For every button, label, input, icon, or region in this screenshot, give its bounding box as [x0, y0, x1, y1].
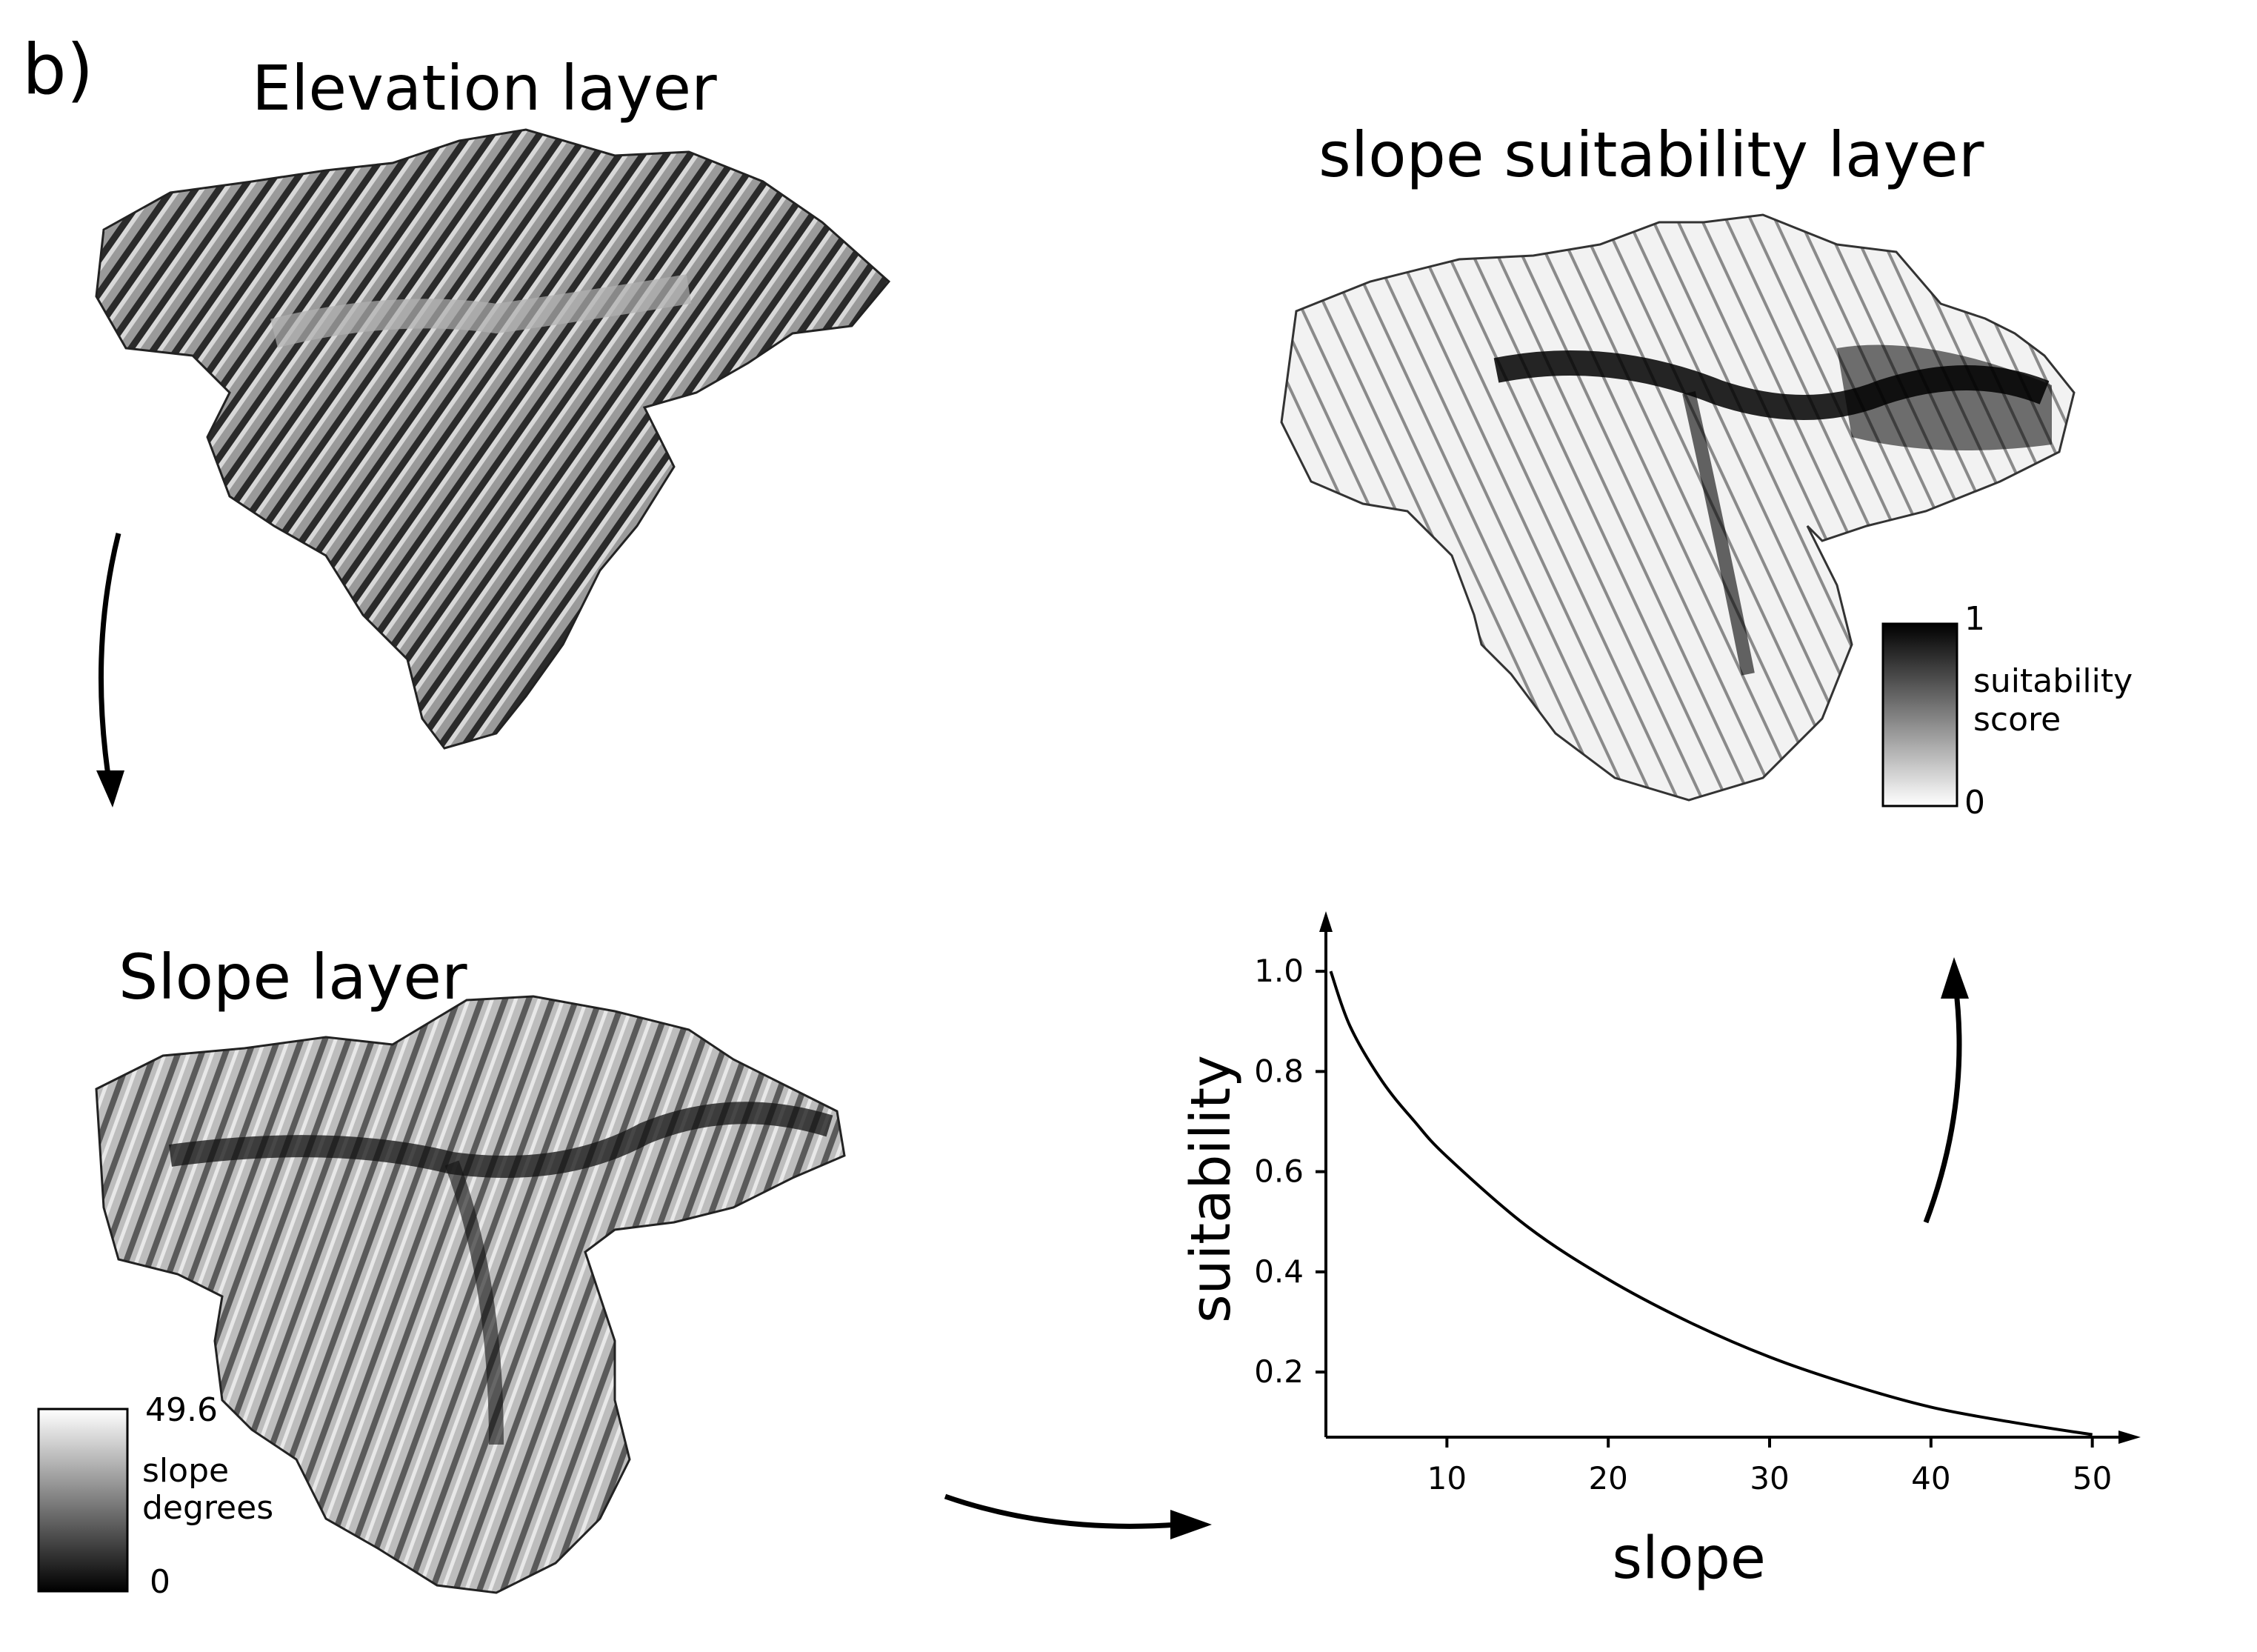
y-tick-label: 0.6 — [1254, 1153, 1304, 1190]
x-tick-label: 20 — [1588, 1460, 1627, 1496]
slope-legend-colorbar — [37, 1408, 129, 1593]
x-tick-label: 50 — [2073, 1460, 2112, 1496]
y-axis-label: suitability — [1179, 1055, 1243, 1323]
arrow-down — [96, 533, 124, 807]
chart-ticks: 10 20 30 40 50 0.2 0.4 0.6 0.8 1.0 — [1254, 953, 2112, 1496]
y-tick-label: 0.8 — [1254, 1053, 1304, 1089]
slope-map — [95, 995, 846, 1594]
slope-legend-min: 0 — [150, 1563, 170, 1601]
suitability-map — [1280, 213, 2076, 802]
suitability-legend-label-1: suitability — [1973, 662, 2133, 700]
slope-title: Slope layer — [119, 941, 467, 1013]
suitability-legend-min: 0 — [1964, 784, 1985, 822]
slope-legend-max: 49.6 — [145, 1391, 218, 1429]
slope-legend-label-1: slope — [142, 1452, 230, 1490]
y-tick-label: 1.0 — [1254, 953, 1304, 989]
chart-axes — [1319, 911, 2141, 1444]
suitability-curve — [1329, 970, 2093, 1436]
suitability-legend-colorbar — [1881, 622, 1958, 807]
x-tick-label: 30 — [1750, 1460, 1789, 1496]
y-axis-arrowhead — [1319, 911, 1333, 932]
y-tick-label: 0.4 — [1254, 1253, 1304, 1290]
x-tick-label: 40 — [1911, 1460, 1950, 1496]
suitability-title: slope suitability layer — [1318, 119, 1984, 191]
arrow-up — [1923, 957, 1969, 1224]
slope-legend-label-2: degrees — [142, 1489, 274, 1527]
arrow-right — [944, 1493, 1212, 1539]
elevation-hillshade — [95, 128, 891, 750]
panel-label: b) — [22, 30, 94, 110]
x-axis-arrowhead — [2118, 1430, 2141, 1444]
elevation-map — [95, 128, 891, 750]
x-tick-label: 10 — [1427, 1460, 1467, 1496]
suitability-legend-max: 1 — [1964, 600, 1985, 638]
elevation-title: Elevation layer — [252, 52, 717, 124]
suitability-legend-label-2: score — [1973, 701, 2061, 739]
suitability-curve-chart: 10 20 30 40 50 0.2 0.4 0.6 0.8 1.0 suitability sl… — [1179, 911, 2141, 1592]
y-tick-label: 0.2 — [1254, 1353, 1304, 1390]
x-axis-label: slope — [1612, 1525, 1766, 1592]
